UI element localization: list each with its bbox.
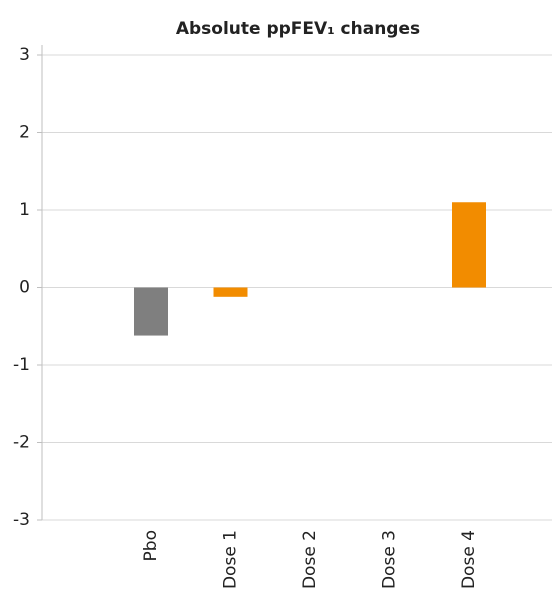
y-tick-label: -1 xyxy=(13,355,30,375)
bar xyxy=(213,287,248,297)
x-tick-label: Pbo xyxy=(141,530,161,561)
y-tick-label: 2 xyxy=(19,123,30,143)
chart-title: Absolute ppFEV₁ changes xyxy=(176,19,420,39)
y-tick-label: 3 xyxy=(19,45,30,65)
bar xyxy=(134,287,168,336)
x-tick-label: Dose 1 xyxy=(221,530,241,589)
y-tick-label: -3 xyxy=(13,510,30,530)
y-tick-label: 0 xyxy=(19,278,30,298)
x-tick-label: Dose 4 xyxy=(459,530,479,589)
y-tick-label: 1 xyxy=(19,200,30,220)
bar xyxy=(452,202,486,288)
y-tick-label: -2 xyxy=(13,433,30,453)
x-tick-label: Dose 3 xyxy=(380,530,400,589)
x-tick-label: Dose 2 xyxy=(300,530,320,589)
